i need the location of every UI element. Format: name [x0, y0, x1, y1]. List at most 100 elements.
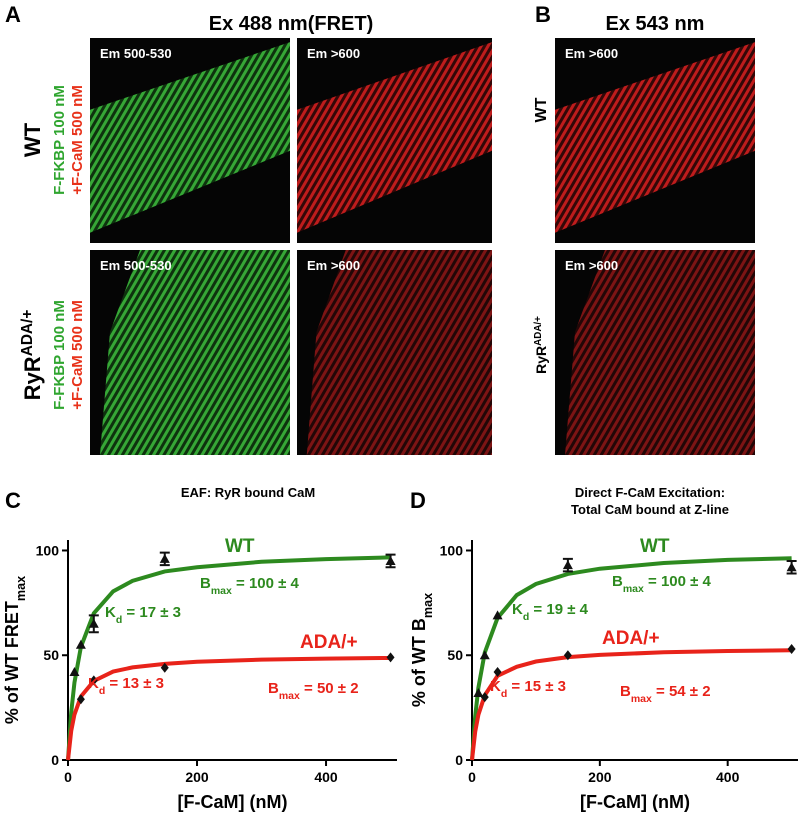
- condition: +F-CaM 500 nM: [69, 300, 86, 410]
- data-point: [89, 675, 98, 686]
- fit-parameter-rest: = 100 ± 4: [644, 573, 712, 590]
- condition: +F-CaM 500 nM: [69, 85, 86, 195]
- cell: [100, 250, 290, 455]
- condition: F-FKBP 100 nM: [51, 85, 68, 195]
- y-tick-label: 100: [440, 542, 464, 558]
- x-tick-label: 200: [185, 769, 209, 785]
- x-tick-label: 200: [588, 769, 612, 785]
- fit-parameter-rest: = 17 ± 3: [122, 604, 181, 621]
- channel-label: Em >600: [565, 258, 618, 273]
- fit-parameter: Bmax = 54 ± 2: [620, 683, 711, 705]
- x-tick-label: 400: [716, 769, 740, 785]
- fit-curve: [470, 648, 792, 761]
- fit-parameter-text: K: [512, 601, 523, 618]
- y-axis-label-text: % of WT B: [409, 618, 429, 707]
- data-point: [492, 610, 503, 620]
- fit-curve: [66, 655, 391, 761]
- fit-parameter-sub: d: [501, 688, 507, 700]
- genotype-text: WT: [20, 122, 45, 157]
- cell: [306, 250, 492, 455]
- fit-parameter: Bmax = 100 ± 4: [612, 573, 712, 595]
- panel-label: B: [535, 2, 551, 27]
- panel-label: A: [5, 2, 21, 27]
- micrograph: [555, 38, 755, 243]
- series-label: WT: [640, 536, 670, 557]
- fit-parameter: Kd = 15 ± 3: [490, 678, 566, 700]
- fit-parameter: Kd = 13 ± 3: [88, 675, 164, 697]
- y-axis-label-sub: max: [14, 576, 28, 601]
- fit-parameter-rest: = 13 ± 3: [105, 675, 164, 692]
- genotype-text: RyR: [20, 356, 45, 400]
- fit-parameter-rest: = 100 ± 4: [232, 575, 300, 592]
- fit-parameter-rest: = 54 ± 2: [652, 683, 711, 700]
- fit-parameter-sub: d: [523, 611, 529, 623]
- genotype: WT: [533, 97, 550, 122]
- fit-parameter-text: K: [88, 675, 99, 692]
- data-point: [479, 650, 490, 660]
- data-point: [786, 562, 797, 572]
- fit-parameter-rest: = 19 ± 4: [529, 601, 588, 618]
- fit-parameter-text: B: [200, 575, 211, 592]
- data-point: [386, 652, 395, 663]
- y-axis-label-text: % of WT FRET: [2, 601, 22, 724]
- micrograph: [90, 250, 290, 455]
- panel-label: C: [5, 488, 21, 513]
- fit-parameter-rest: = 50 ± 2: [300, 680, 359, 697]
- fit-curve: [66, 555, 391, 761]
- channel-label: Em >600: [307, 258, 360, 273]
- genotype-sup: ADA/+: [533, 316, 544, 346]
- chart-title: Total CaM bound at Z-line: [571, 502, 729, 517]
- data-point: [473, 687, 484, 697]
- channel-label: Em >600: [565, 46, 618, 61]
- data-point: [787, 643, 796, 654]
- x-tick-label: 400: [314, 769, 338, 785]
- fit-parameter-sub: d: [99, 685, 105, 697]
- x-tick-label: 0: [64, 769, 72, 785]
- fit-parameter-rest: = 15 ± 3: [507, 678, 566, 695]
- series-label: ADA/+: [602, 628, 660, 649]
- panel-title: Ex 488 nm(FRET): [209, 13, 373, 35]
- cell: [555, 42, 755, 233]
- micrograph: [297, 250, 492, 455]
- fit-parameter: Bmax = 100 ± 4: [200, 575, 300, 597]
- fit-parameter-sub: max: [623, 583, 644, 595]
- y-axis-label: % of WT FRETmax: [2, 576, 28, 724]
- series-label: ADA/+: [300, 632, 358, 653]
- genotype: RyRADA/+: [19, 310, 46, 401]
- fit-parameter-text: B: [620, 683, 631, 700]
- panel-label: D: [410, 488, 426, 513]
- y-tick-label: 50: [447, 647, 463, 663]
- micrograph: [90, 38, 290, 243]
- genotype-text: WT: [533, 97, 550, 122]
- data-point: [76, 694, 85, 705]
- channel-label: Em 500-530: [100, 46, 172, 61]
- data-point: [480, 692, 489, 703]
- chart-title: Direct F-CaM Excitation:: [575, 485, 725, 500]
- data-point: [75, 639, 86, 649]
- data-point: [69, 667, 80, 676]
- data-point: [562, 560, 573, 570]
- series-label: WT: [225, 536, 255, 557]
- y-axis-label-sub: max: [421, 593, 435, 618]
- micrograph: [555, 250, 755, 455]
- data-point: [493, 667, 502, 677]
- data-point: [88, 618, 99, 628]
- x-tick-label: 0: [468, 769, 476, 785]
- cell: [90, 42, 290, 233]
- chart-title: EAF: RyR bound CaM: [181, 485, 315, 500]
- data-point: [159, 553, 170, 563]
- cell: [297, 42, 492, 233]
- y-axis-label: % of WT Bmax: [409, 593, 435, 707]
- data-point: [160, 662, 169, 673]
- cell: [565, 250, 755, 455]
- fit-parameter-text: K: [105, 604, 116, 621]
- genotype-text: RyR: [533, 346, 549, 374]
- panel-title: Ex 543 nm: [606, 13, 705, 35]
- fit-parameter-text: B: [268, 680, 279, 697]
- y-tick-label: 100: [36, 542, 60, 558]
- channel-label: Em 500-530: [100, 258, 172, 273]
- genotype-sup: ADA/+: [19, 310, 36, 357]
- fit-parameter-sub: d: [116, 614, 122, 626]
- fit-parameter-sub: max: [211, 585, 232, 597]
